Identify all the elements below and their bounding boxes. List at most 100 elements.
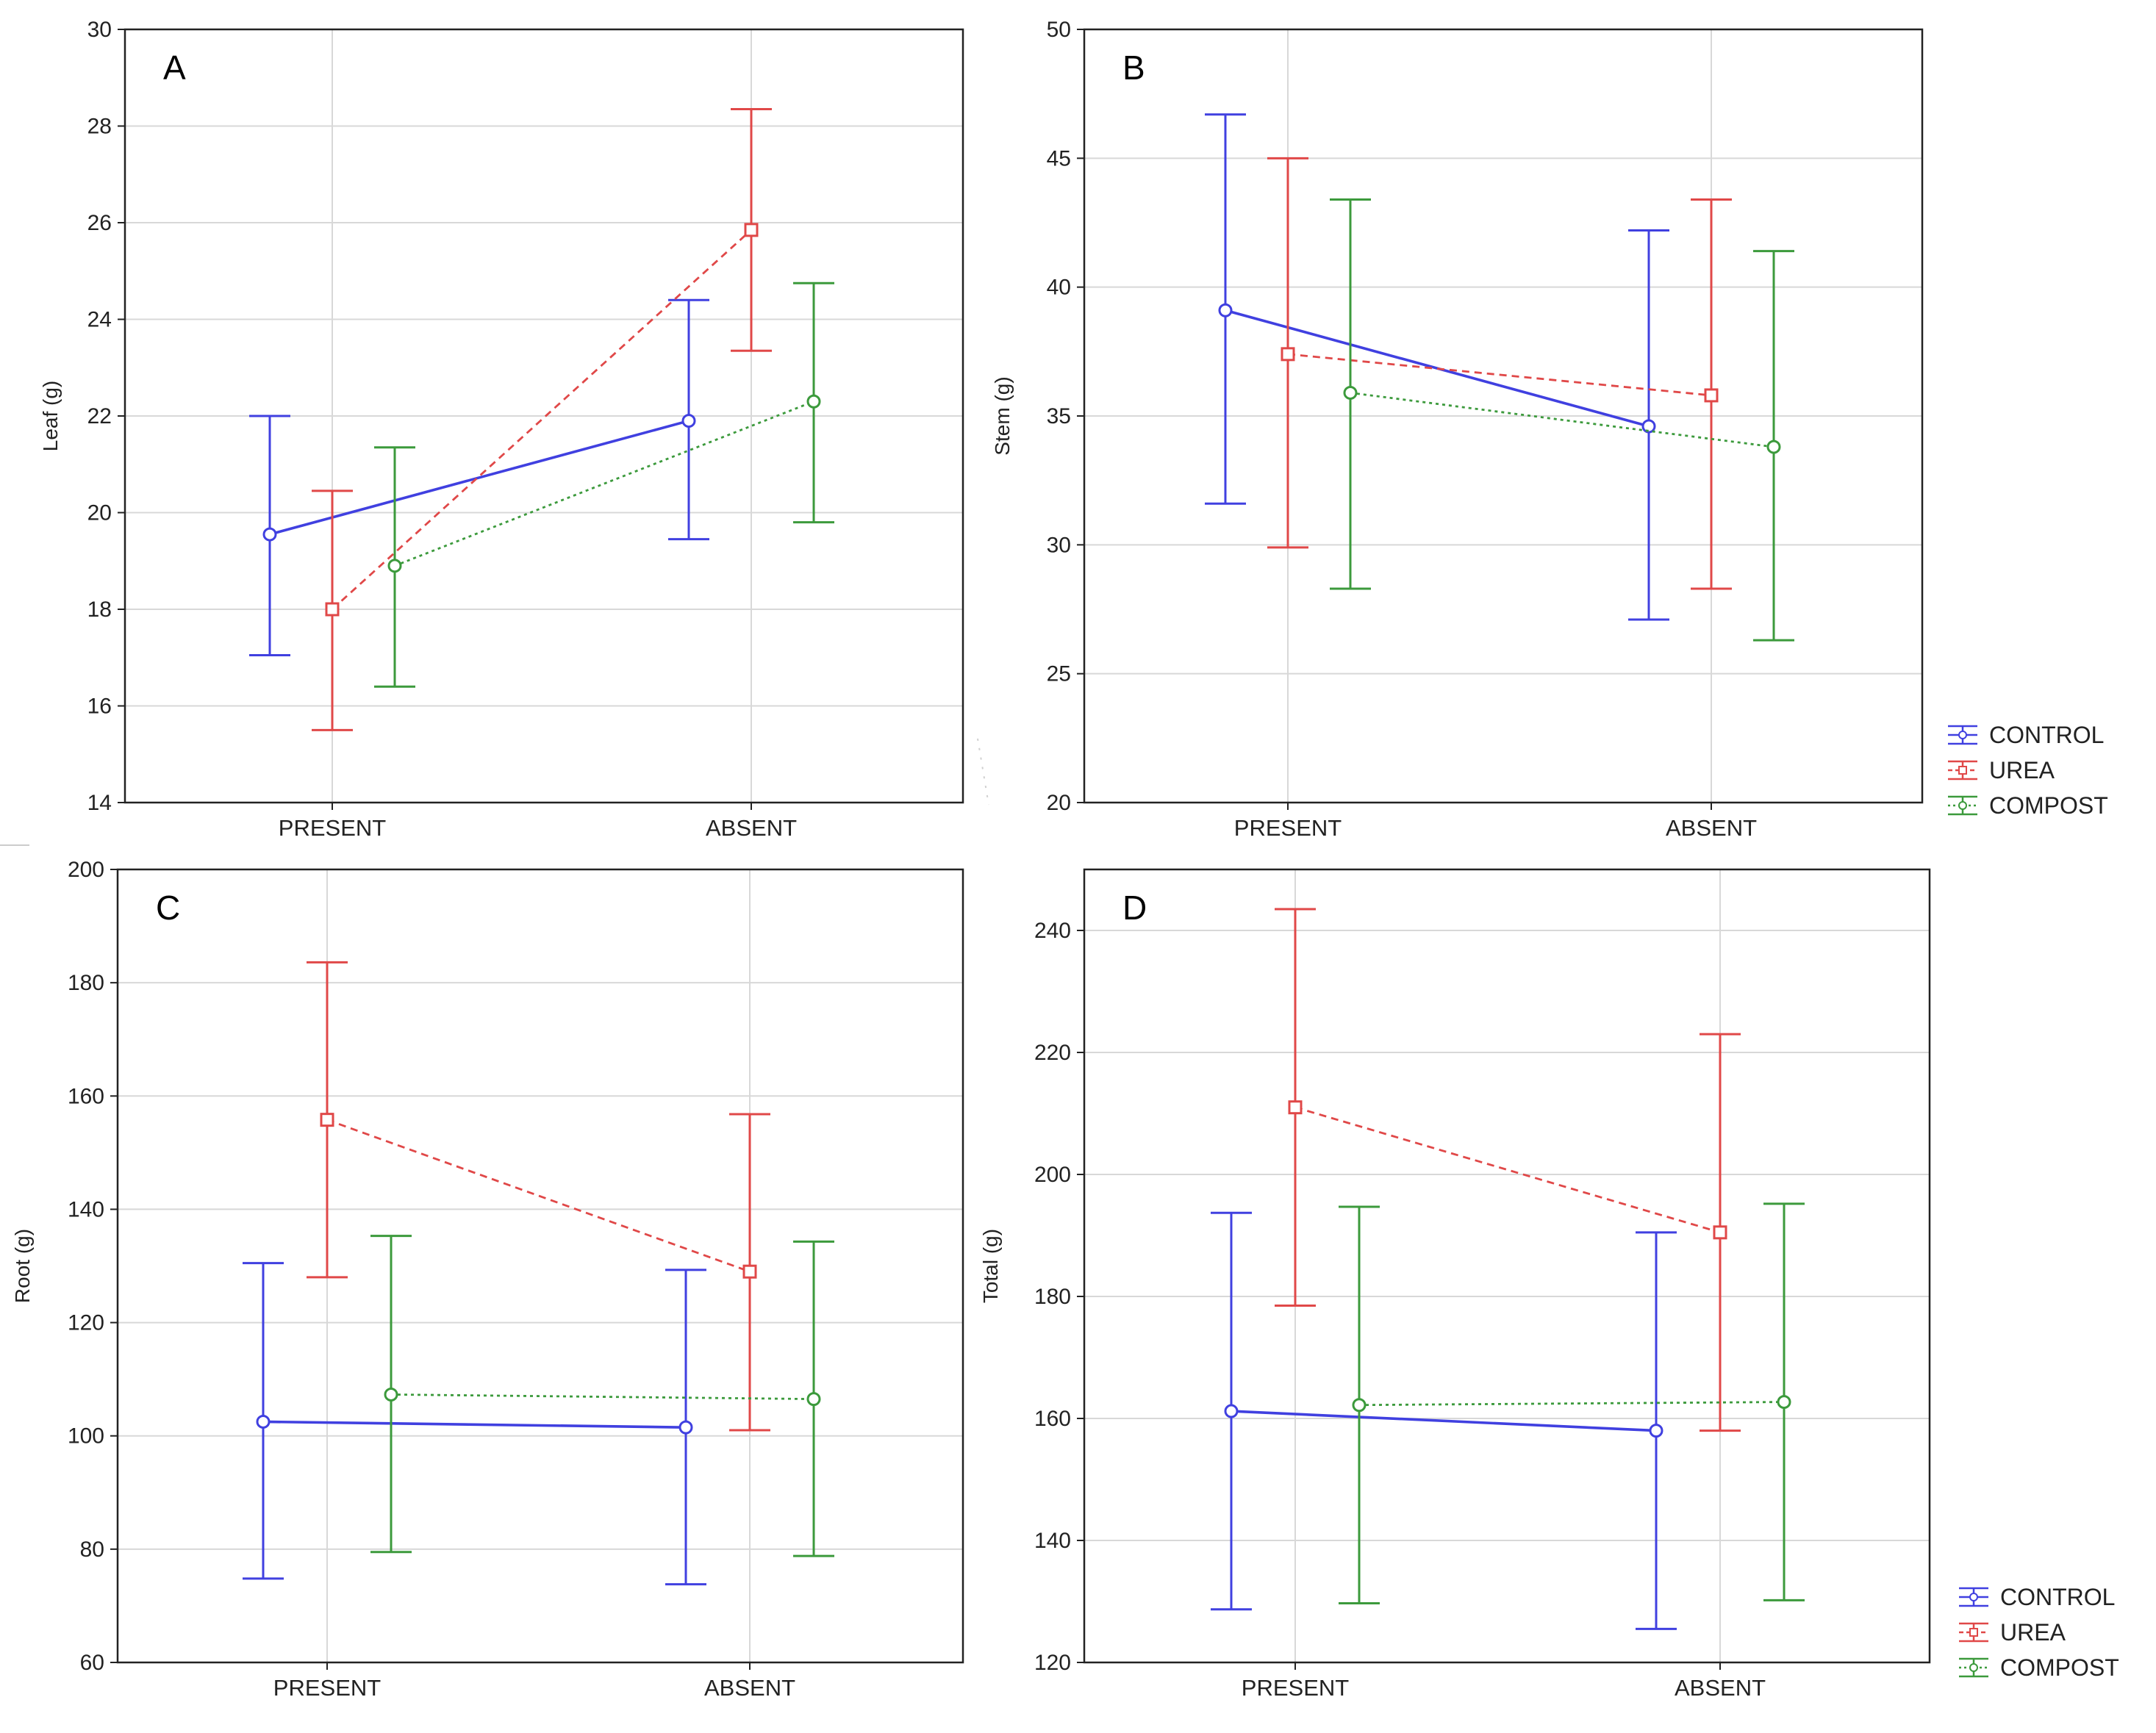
series-urea	[307, 961, 770, 1432]
data-point	[387, 559, 402, 573]
series-control	[1211, 1211, 1677, 1630]
data-point	[320, 1113, 334, 1127]
legend-label-compost: COMPOST	[1989, 792, 2108, 819]
series-line	[332, 229, 752, 611]
series-line	[1287, 353, 1712, 397]
data-point	[256, 1414, 271, 1429]
data-point	[325, 602, 340, 617]
legend-marker	[1958, 801, 1967, 810]
data-point	[806, 1392, 821, 1407]
y-tick-label: 16	[87, 695, 112, 719]
data-point	[1281, 347, 1295, 362]
series-compost	[370, 1235, 834, 1557]
series-line	[394, 400, 814, 567]
x-tick-label: ABSENT	[704, 1675, 795, 1701]
y-tick-label: 20	[1047, 791, 1071, 815]
panel-letter: C	[156, 889, 180, 927]
y-tick-label: 25	[1047, 662, 1071, 686]
y-tick-label: 14	[87, 791, 112, 815]
x-tick-label: ABSENT	[1675, 1675, 1766, 1701]
y-axis-label: Stem (g)	[991, 376, 1014, 455]
series-urea	[1267, 157, 1732, 590]
data-point	[1713, 1225, 1727, 1240]
data-point	[1649, 1424, 1663, 1438]
data-point	[678, 1420, 693, 1435]
y-tick-label: 80	[80, 1538, 104, 1562]
series-control	[249, 298, 709, 656]
panel-c: 60 80 100 120 140 160 180 200 PRESENT ABSENT Root …	[11, 858, 964, 1701]
series-line	[262, 1420, 687, 1429]
legend-marker	[1958, 731, 1967, 739]
y-axis-label: Total (g)	[979, 1229, 1002, 1303]
data-point	[1352, 1398, 1367, 1413]
y-tick-label: 180	[68, 971, 104, 995]
series-urea	[1275, 908, 1741, 1432]
series-line	[390, 1393, 814, 1401]
y-tick-label: 26	[87, 211, 112, 235]
y-tick-label: 140	[68, 1197, 104, 1221]
x-tick-label: ABSENT	[1666, 815, 1757, 841]
y-tick-label: 50	[1047, 18, 1071, 42]
panel-a: 14 16 18 20 22 24 26 28 30 PRESENT ABSENT Leaf (g) A	[39, 18, 964, 841]
y-tick-label: 160	[68, 1084, 104, 1108]
y-tick-label: 120	[68, 1311, 104, 1335]
data-point	[1766, 439, 1781, 454]
legend-label-urea: UREA	[1989, 757, 2055, 783]
x-tick-label: PRESENT	[1242, 1675, 1349, 1701]
legend-marker	[1969, 1593, 1978, 1601]
plot-frame	[116, 868, 964, 1664]
y-tick-label: 45	[1047, 146, 1071, 171]
y-tick-label: 220	[1034, 1041, 1071, 1065]
series-compost	[374, 281, 834, 688]
y-tick-label: 160	[1034, 1407, 1071, 1431]
data-point	[806, 394, 821, 409]
panel-d: 120 140 160 180 200 220 240 PRESENT ABSENT Total …	[979, 868, 2119, 1701]
y-tick-label: 200	[68, 858, 104, 882]
data-point	[1704, 388, 1719, 403]
series-line	[1350, 392, 1774, 448]
legend-marker	[1969, 1663, 1978, 1672]
data-point	[262, 527, 277, 542]
data-point	[744, 223, 759, 237]
y-tick-label: 140	[1034, 1529, 1071, 1553]
series-line	[1358, 1401, 1785, 1407]
y-tick-label: 18	[87, 598, 112, 622]
series-line	[1294, 1106, 1721, 1234]
y-tick-label: 60	[80, 1651, 104, 1675]
y-tick-label: 24	[87, 308, 112, 332]
legend: CONTROL UREA COMPOST	[1948, 722, 2108, 819]
legend-label-compost: COMPOST	[2000, 1654, 2119, 1681]
x-tick-label: PRESENT	[1234, 815, 1342, 841]
legend-label-control: CONTROL	[1989, 722, 2104, 748]
y-axis-label: Root (g)	[11, 1229, 34, 1303]
panel-b: 20 25 30 35 40 45 50 PRESENT ABSENT Stem (g) B CONT…	[991, 18, 2108, 841]
plot-frame	[1083, 868, 1931, 1664]
series-line	[269, 419, 690, 536]
y-tick-label: 35	[1047, 404, 1071, 428]
data-point	[1288, 1100, 1303, 1115]
data-point	[384, 1387, 398, 1402]
y-tick-label: 100	[68, 1424, 104, 1449]
series-control	[243, 1262, 706, 1586]
y-tick-label: 120	[1034, 1651, 1071, 1675]
data-point	[1218, 303, 1233, 317]
data-point	[1777, 1395, 1791, 1410]
series-compost	[1339, 1202, 1805, 1604]
y-tick-label: 20	[87, 501, 112, 525]
x-tick-label: PRESENT	[279, 815, 386, 841]
legend-marker	[1969, 1628, 1978, 1637]
y-tick-label: 30	[1047, 533, 1071, 557]
legend-label-urea: UREA	[2000, 1619, 2066, 1646]
data-point	[1343, 385, 1358, 400]
series-line	[1231, 1410, 1657, 1432]
data-point	[1224, 1404, 1239, 1418]
series-urea	[312, 107, 772, 731]
y-tick-label: 180	[1034, 1285, 1071, 1309]
data-point	[1641, 419, 1656, 434]
data-point	[681, 414, 696, 428]
y-tick-label: 240	[1034, 919, 1071, 943]
legend-label-control: CONTROL	[2000, 1584, 2115, 1610]
series-control	[1205, 113, 1669, 621]
panel-letter: B	[1122, 49, 1145, 87]
